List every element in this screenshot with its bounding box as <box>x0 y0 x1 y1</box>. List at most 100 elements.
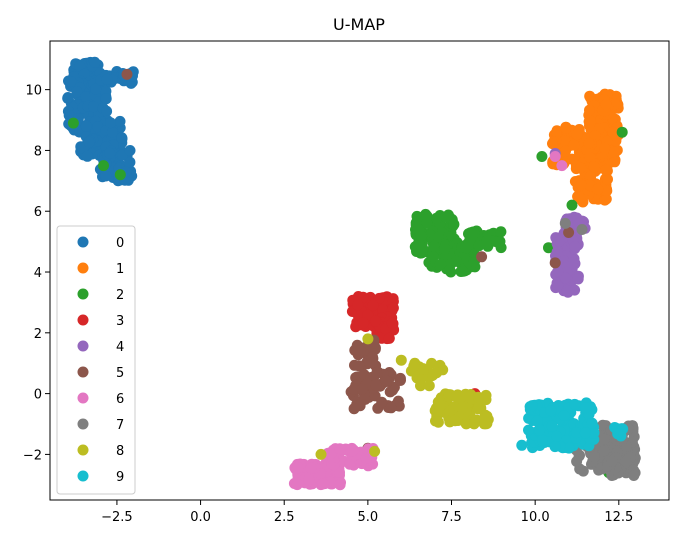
legend-label-6: 6 <box>116 392 124 407</box>
point-2 <box>481 235 493 247</box>
point-0 <box>100 93 112 105</box>
point-9 <box>526 400 538 412</box>
legend-marker-1 <box>77 262 89 274</box>
point-9 <box>571 427 582 439</box>
point-7 <box>576 224 588 235</box>
point-2 <box>493 236 504 248</box>
point-9 <box>586 417 598 429</box>
point-0 <box>124 145 136 156</box>
point-9 <box>612 428 624 440</box>
x-axis: −2.5 0.0 2.5 5.0 7.5 10.0 12.5 <box>101 500 633 525</box>
point-9 <box>558 410 570 421</box>
point-7 <box>559 217 571 229</box>
point-5 <box>371 367 383 379</box>
point-1 <box>547 138 558 150</box>
point-1 <box>600 164 612 176</box>
point-8 <box>434 401 446 413</box>
point-1 <box>588 161 600 173</box>
point-6 <box>303 474 315 486</box>
point-8 <box>415 380 426 392</box>
point-6 <box>347 445 358 457</box>
point-3 <box>383 332 395 344</box>
point-2 <box>435 258 446 270</box>
point-7 <box>598 445 610 457</box>
point-3 <box>357 317 369 329</box>
point-1 <box>571 129 583 141</box>
x-tick-label: 0.0 <box>190 510 211 525</box>
point-9 <box>563 442 575 454</box>
point-1 <box>610 135 622 147</box>
point-1 <box>575 162 587 174</box>
legend-label-8: 8 <box>116 444 124 459</box>
point-6 <box>292 462 304 474</box>
point-0 <box>74 60 86 72</box>
point-5 <box>348 403 360 415</box>
point-9 <box>549 441 561 453</box>
y-axis: −2 0 2 4 6 8 10 <box>23 84 50 463</box>
point-5 <box>353 360 365 372</box>
point-8 <box>456 402 468 414</box>
point-1 <box>584 115 596 127</box>
point-8 <box>417 363 429 375</box>
series-9 <box>516 397 629 454</box>
points-layer <box>62 56 641 491</box>
chart-title: U-MAP <box>333 15 385 34</box>
point-0 <box>80 91 92 103</box>
point-4 <box>559 272 571 284</box>
point-1 <box>560 145 571 157</box>
point-4 <box>553 235 565 247</box>
point-1 <box>584 170 596 182</box>
legend-marker-7 <box>77 418 89 430</box>
point-0 <box>104 147 116 159</box>
legend-label-4: 4 <box>116 340 124 355</box>
point-7 <box>589 451 600 463</box>
point-1 <box>600 193 612 205</box>
point-1 <box>599 142 611 154</box>
point-9 <box>523 424 534 436</box>
point-2 <box>448 218 460 230</box>
point-8 <box>369 445 381 457</box>
point-8 <box>362 333 374 345</box>
legend-label-3: 3 <box>116 314 124 329</box>
point-8 <box>395 354 407 366</box>
point-6 <box>334 479 346 491</box>
point-5 <box>354 345 366 357</box>
point-6 <box>334 443 346 455</box>
legend-label-2: 2 <box>116 288 124 303</box>
point-9 <box>580 402 592 414</box>
point-6 <box>317 478 329 490</box>
point-5 <box>348 383 360 395</box>
series-1 <box>547 88 624 208</box>
point-2 <box>67 117 79 129</box>
point-8 <box>449 415 461 427</box>
point-2 <box>536 151 548 162</box>
point-5 <box>121 68 133 80</box>
legend-label-7: 7 <box>116 418 124 433</box>
legend-marker-9 <box>77 470 89 482</box>
legend-label-1: 1 <box>116 262 124 277</box>
point-8 <box>481 410 493 422</box>
point-0 <box>88 101 99 113</box>
point-3 <box>370 315 381 327</box>
point-1 <box>560 122 572 134</box>
point-4 <box>552 266 564 277</box>
point-9 <box>545 405 557 417</box>
point-8 <box>408 360 420 372</box>
point-1 <box>575 179 587 191</box>
legend-label-0: 0 <box>116 236 124 251</box>
point-9 <box>537 434 548 446</box>
legend-marker-8 <box>77 444 89 456</box>
point-1 <box>583 137 595 149</box>
point-4 <box>562 286 574 298</box>
point-0 <box>124 156 136 168</box>
point-6 <box>334 466 345 478</box>
x-tick-label: 2.5 <box>274 510 295 525</box>
point-5 <box>395 374 406 386</box>
point-0 <box>100 170 112 182</box>
point-2 <box>450 255 462 267</box>
x-tick-label: 10.0 <box>521 510 550 525</box>
x-tick-label: −2.5 <box>101 510 133 525</box>
point-0 <box>65 76 77 87</box>
point-2 <box>457 265 469 277</box>
